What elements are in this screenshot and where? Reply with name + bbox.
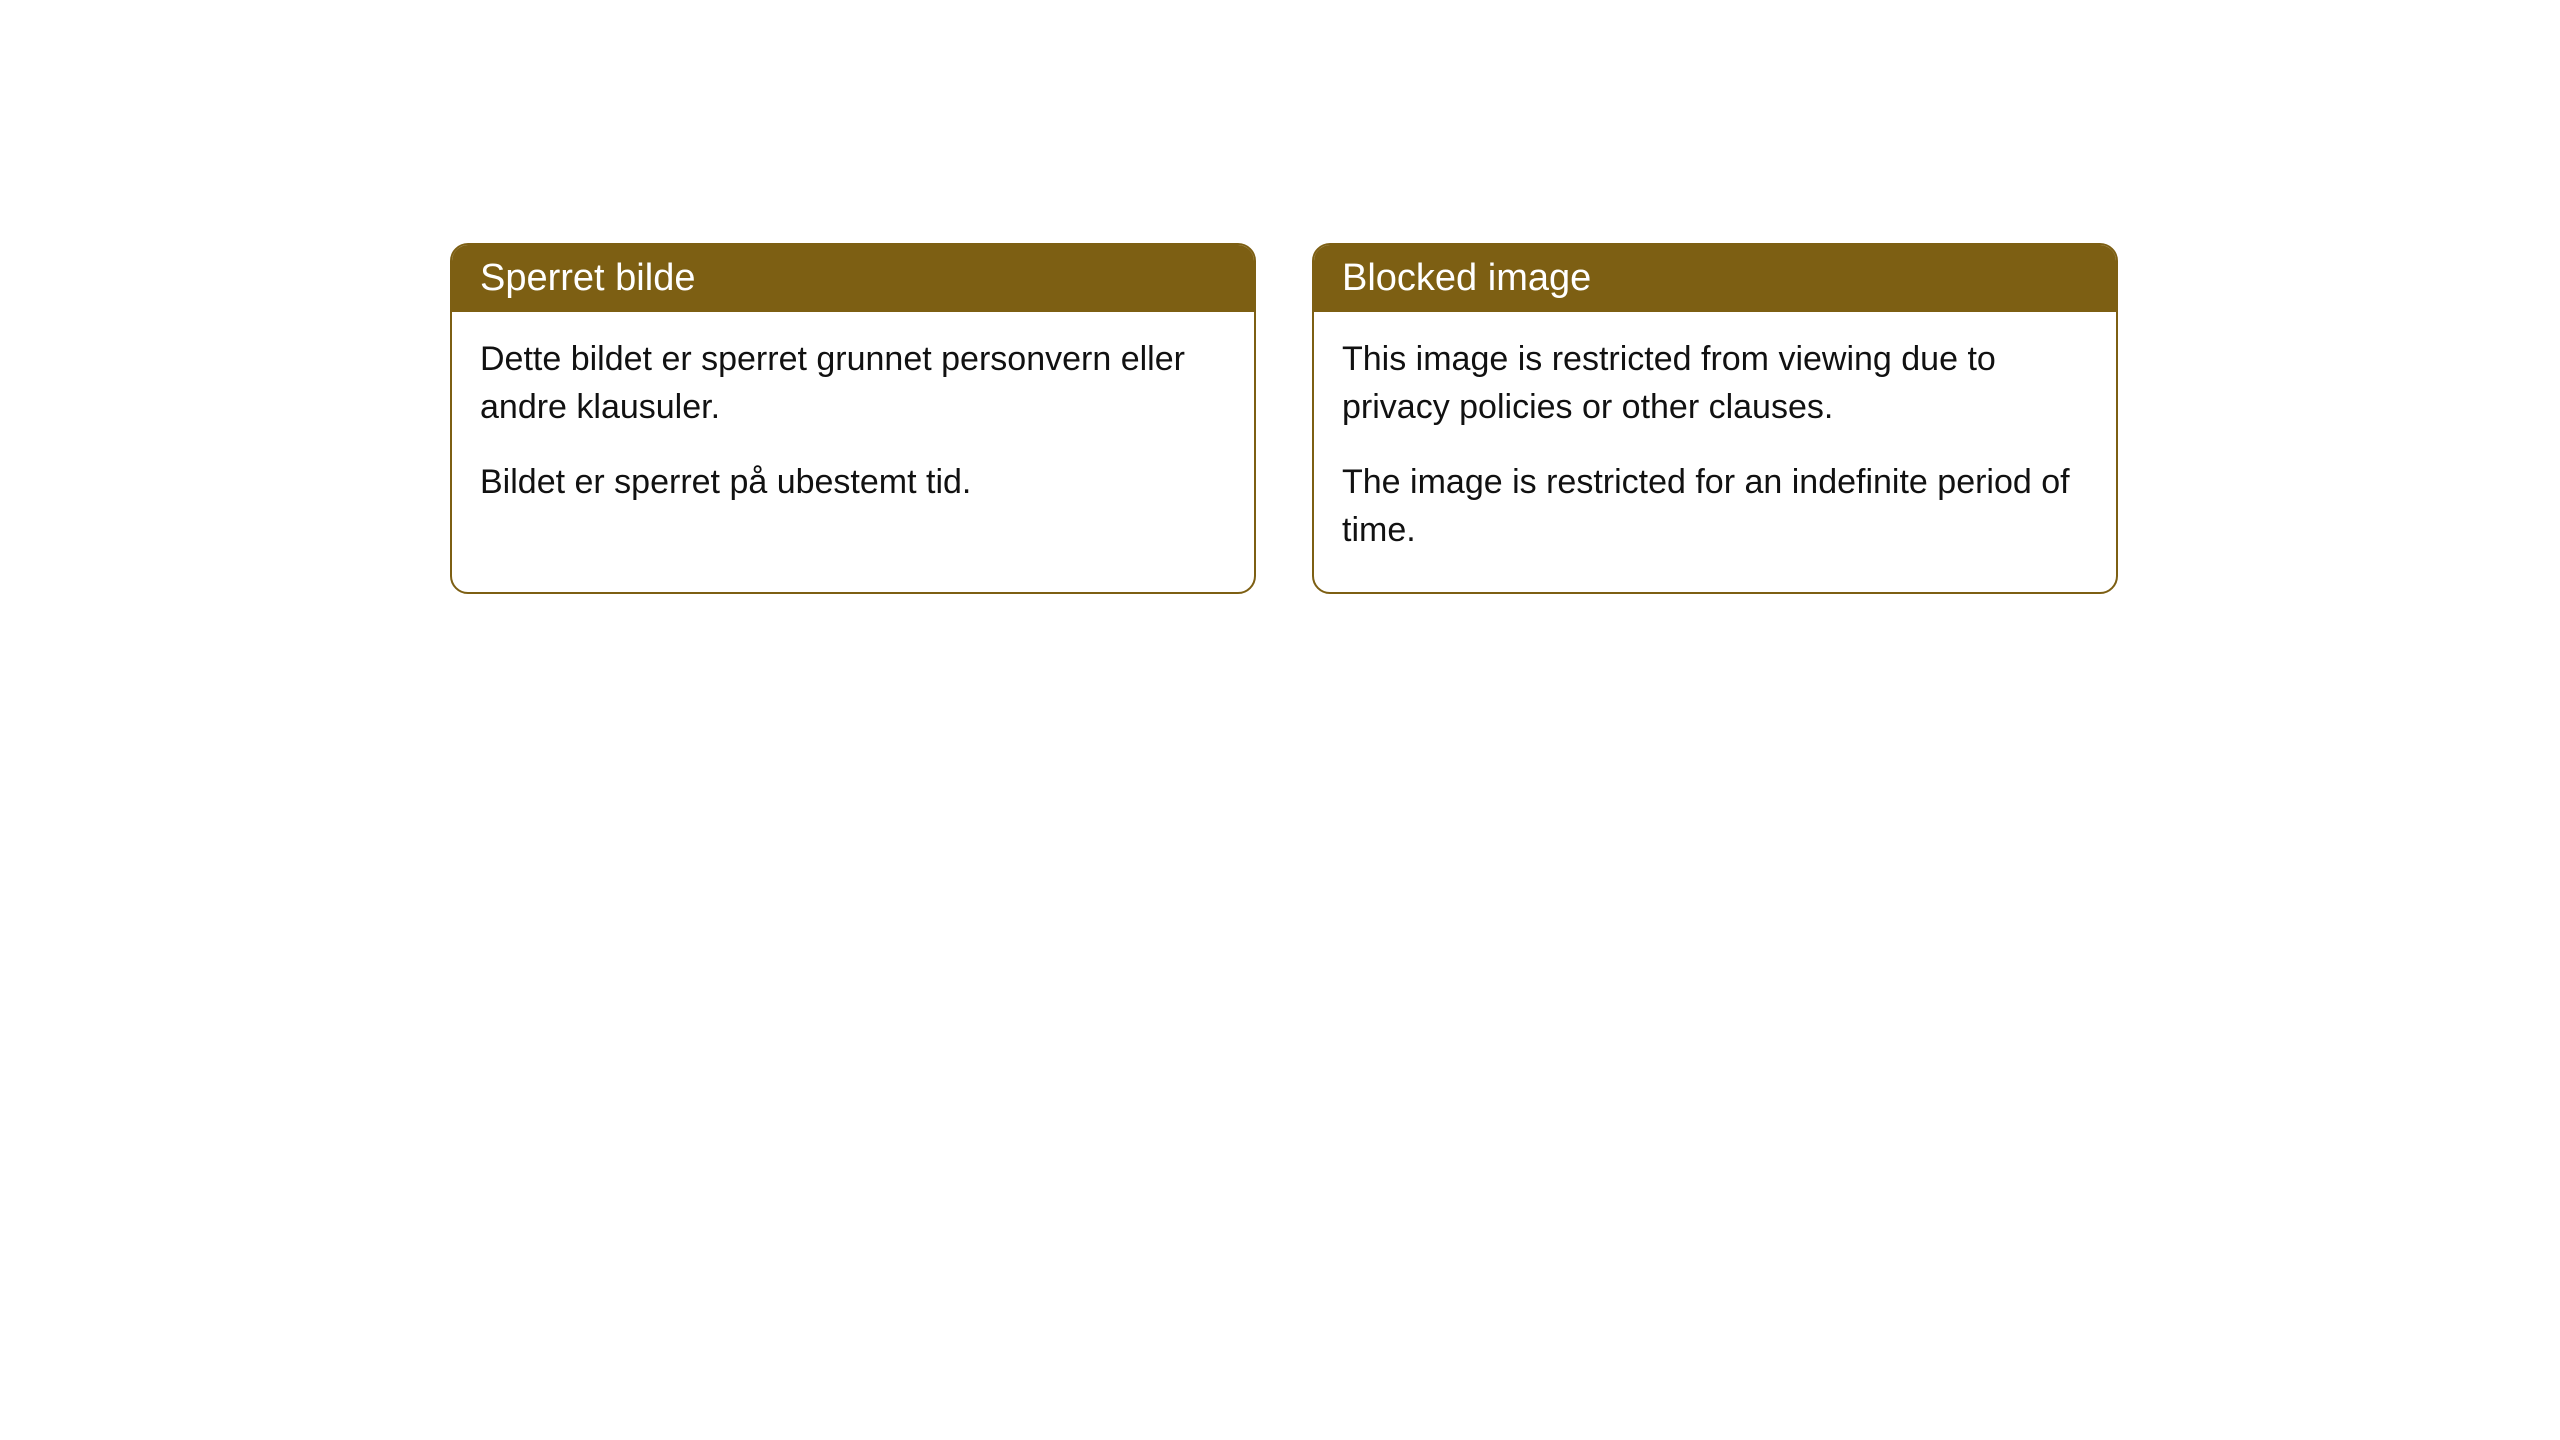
card-paragraph-no-1: Dette bildet er sperret grunnet personve… xyxy=(480,336,1226,431)
notice-container: Sperret bilde Dette bildet er sperret gr… xyxy=(450,243,2118,594)
card-paragraph-en-1: This image is restricted from viewing du… xyxy=(1342,336,2088,431)
card-body-en: This image is restricted from viewing du… xyxy=(1314,312,2116,592)
card-paragraph-en-2: The image is restricted for an indefinit… xyxy=(1342,459,2088,554)
card-title-no: Sperret bilde xyxy=(480,257,695,299)
card-paragraph-no-2: Bildet er sperret på ubestemt tid. xyxy=(480,459,1226,507)
card-title-en: Blocked image xyxy=(1342,257,1591,299)
card-header-en: Blocked image xyxy=(1314,245,2116,312)
card-body-no: Dette bildet er sperret grunnet personve… xyxy=(452,312,1254,545)
blocked-image-card-en: Blocked image This image is restricted f… xyxy=(1312,243,2118,594)
card-header-no: Sperret bilde xyxy=(452,245,1254,312)
blocked-image-card-no: Sperret bilde Dette bildet er sperret gr… xyxy=(450,243,1256,594)
